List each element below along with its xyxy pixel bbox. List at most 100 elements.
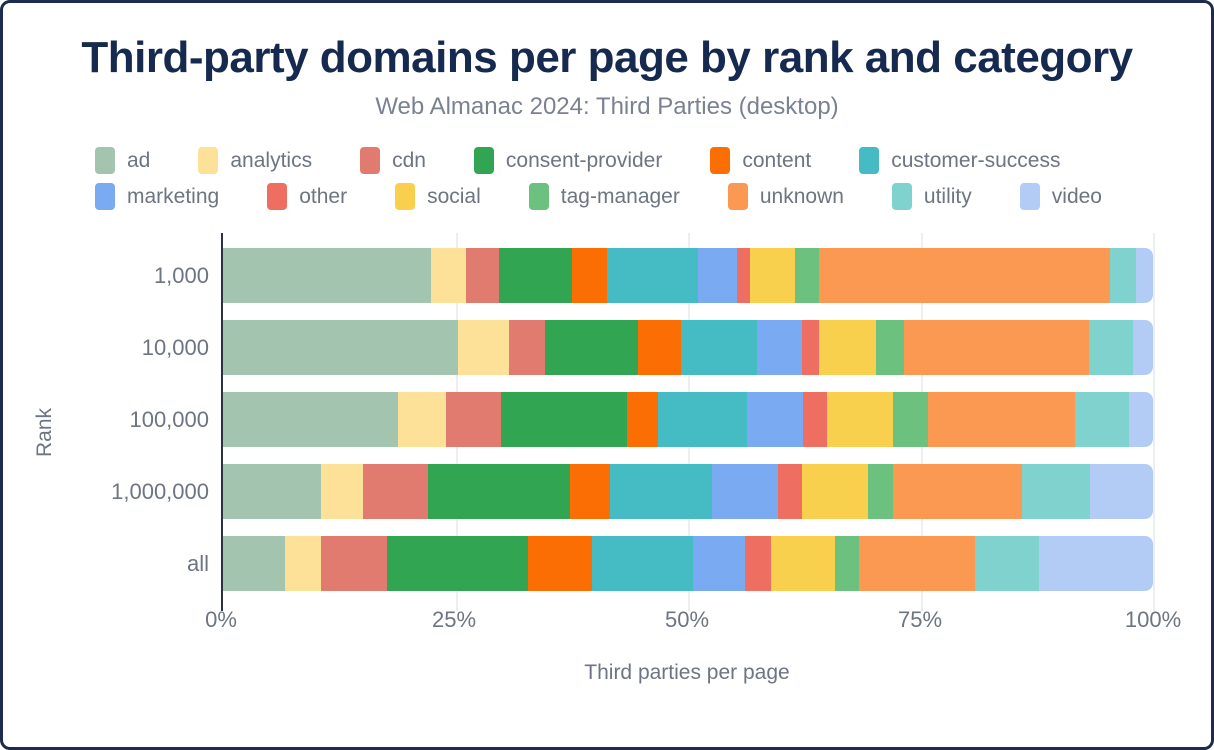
legend-item-customer-success[interactable]: customer-success: [859, 147, 1060, 174]
segment-ad[interactable]: [223, 320, 459, 375]
segment-other[interactable]: [803, 392, 827, 447]
row-label: 1,000: [153, 262, 209, 288]
segment-tag-manager[interactable]: [875, 320, 904, 375]
segment-tag-manager[interactable]: [834, 536, 860, 591]
segment-utility[interactable]: [1074, 392, 1129, 447]
legend-swatch-ad: [95, 147, 115, 174]
segment-content[interactable]: [637, 320, 682, 375]
row-label: 10,000: [141, 334, 209, 360]
segment-consent-provider[interactable]: [544, 320, 638, 375]
segment-unknown[interactable]: [819, 248, 1111, 303]
legend-label: ad: [127, 148, 151, 172]
segment-video[interactable]: [1133, 320, 1153, 375]
segment-consent-provider[interactable]: [501, 392, 627, 447]
segment-customer-success[interactable]: [681, 320, 757, 375]
segment-other[interactable]: [778, 464, 803, 519]
segment-customer-success[interactable]: [658, 392, 748, 447]
x-tick-25%: 25%: [431, 607, 477, 632]
segment-video[interactable]: [1089, 464, 1153, 519]
segment-analytics[interactable]: [431, 248, 466, 303]
segment-video[interactable]: [1128, 392, 1153, 447]
segment-content[interactable]: [528, 536, 593, 591]
segment-cdn[interactable]: [446, 392, 502, 447]
segment-unknown[interactable]: [903, 320, 1089, 375]
legend-label: unknown: [759, 184, 844, 208]
segment-tag-manager[interactable]: [868, 464, 894, 519]
segment-video[interactable]: [1039, 536, 1153, 591]
segment-video[interactable]: [1136, 248, 1153, 303]
segment-other[interactable]: [802, 320, 820, 375]
segment-cdn[interactable]: [465, 248, 500, 303]
bar-track-100,000: [223, 392, 1153, 447]
segment-content[interactable]: [626, 392, 659, 447]
segment-utility[interactable]: [975, 536, 1040, 591]
segment-customer-success[interactable]: [609, 464, 713, 519]
segment-marketing[interactable]: [698, 248, 738, 303]
legend-label: video: [1051, 184, 1102, 208]
segment-tag-manager[interactable]: [893, 392, 928, 447]
legend-label: other: [299, 184, 348, 208]
bar-track-all: [223, 536, 1153, 591]
segment-marketing[interactable]: [747, 392, 804, 447]
legend-item-social[interactable]: social: [395, 183, 481, 210]
segment-social[interactable]: [770, 536, 835, 591]
legend-swatch-other: [267, 183, 288, 210]
segment-ad[interactable]: [223, 392, 398, 447]
segment-content[interactable]: [569, 464, 610, 519]
legend-swatch-analytics: [198, 147, 219, 174]
bars-area: 1,000 10,000 100,000 1,000,000 all: [73, 233, 1211, 611]
segment-utility[interactable]: [1088, 320, 1134, 375]
segment-consent-provider[interactable]: [499, 248, 572, 303]
legend-swatch-content: [710, 147, 731, 174]
segment-utility[interactable]: [1110, 248, 1137, 303]
segment-consent-provider[interactable]: [427, 464, 570, 519]
segment-marketing[interactable]: [712, 464, 779, 519]
segment-social[interactable]: [750, 248, 795, 303]
segment-other[interactable]: [744, 536, 771, 591]
segment-social[interactable]: [819, 320, 876, 375]
legend-label: customer-success: [891, 148, 1061, 172]
segment-unknown[interactable]: [893, 464, 1022, 519]
segment-cdn[interactable]: [508, 320, 545, 375]
legend-item-content[interactable]: content: [710, 147, 811, 174]
legend-item-utility[interactable]: utility: [891, 183, 972, 210]
segment-social[interactable]: [802, 464, 869, 519]
segment-analytics[interactable]: [320, 464, 364, 519]
segment-ad[interactable]: [223, 536, 286, 591]
segment-utility[interactable]: [1021, 464, 1090, 519]
legend-item-other[interactable]: other: [267, 183, 347, 210]
row-label: 1,000,000: [111, 478, 209, 504]
segment-customer-success[interactable]: [607, 248, 699, 303]
segment-analytics[interactable]: [397, 392, 447, 447]
segment-cdn[interactable]: [320, 536, 387, 591]
legend-item-analytics[interactable]: analytics: [198, 147, 312, 174]
segment-analytics[interactable]: [285, 536, 321, 591]
segment-unknown[interactable]: [927, 392, 1075, 447]
segment-analytics[interactable]: [458, 320, 509, 375]
bar-row-all: all: [73, 536, 1211, 591]
segment-social[interactable]: [826, 392, 894, 447]
legend-item-marketing[interactable]: marketing: [95, 183, 219, 210]
segment-ad[interactable]: [223, 248, 432, 303]
segment-tag-manager[interactable]: [794, 248, 820, 303]
segment-marketing[interactable]: [756, 320, 803, 375]
segment-content[interactable]: [571, 248, 608, 303]
legend-item-cdn[interactable]: cdn: [360, 147, 426, 174]
legend-item-tag-manager[interactable]: tag-manager: [528, 183, 680, 210]
segment-customer-success[interactable]: [592, 536, 693, 591]
legend-item-video[interactable]: video: [1019, 183, 1102, 210]
segment-consent-provider[interactable]: [386, 536, 528, 591]
legend-label: social: [427, 184, 481, 208]
legend-item-unknown[interactable]: unknown: [727, 183, 844, 210]
segment-other[interactable]: [737, 248, 751, 303]
segment-marketing[interactable]: [692, 536, 745, 591]
segment-cdn[interactable]: [363, 464, 428, 519]
x-axis-ticks: 0% 25% 50% 75% 100%: [205, 607, 1181, 635]
bar-track-1,000: [223, 248, 1153, 303]
legend-swatch-cdn: [360, 147, 381, 174]
legend-item-consent-provider[interactable]: consent-provider: [473, 147, 662, 174]
legend-item-ad[interactable]: ad: [95, 147, 150, 174]
segment-ad[interactable]: [223, 464, 321, 519]
segment-unknown[interactable]: [859, 536, 976, 591]
